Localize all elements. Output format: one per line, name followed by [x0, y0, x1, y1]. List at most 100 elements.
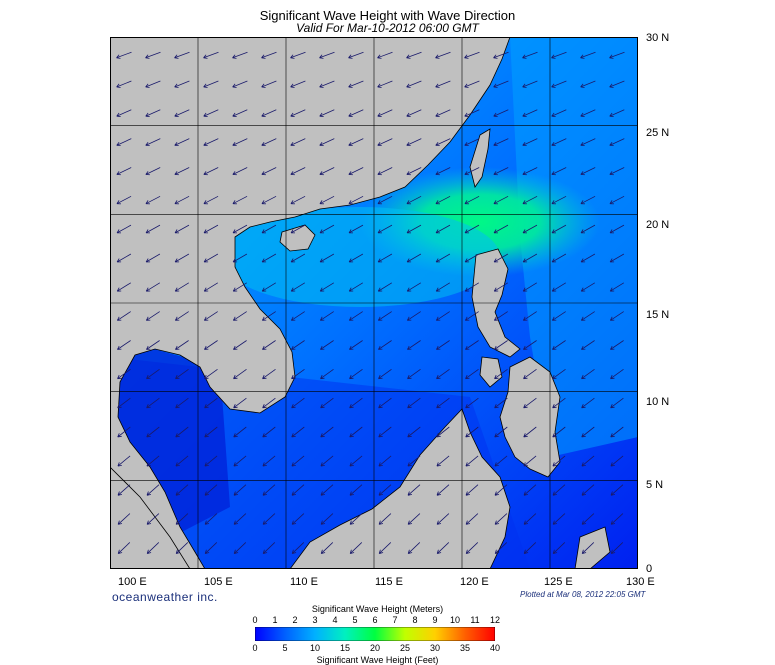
wave-arrow	[551, 253, 567, 263]
wave-arrow	[233, 542, 247, 554]
wave-arrow	[349, 426, 363, 438]
wave-arrow	[609, 253, 625, 263]
wave-arrow	[291, 426, 305, 438]
wave-arrow	[145, 167, 161, 176]
wave-arrow	[320, 513, 334, 525]
wave-arrow	[523, 397, 537, 409]
wave-arrow	[493, 195, 509, 205]
wave-arrow	[609, 167, 625, 176]
wave-arrow	[232, 138, 248, 146]
wave-arrow	[494, 542, 508, 554]
wave-arrow	[146, 397, 160, 409]
colorbar-feet-tick: 35	[459, 643, 470, 653]
lon-label-130e: 130 E	[626, 576, 655, 588]
wave-arrow	[610, 340, 624, 350]
colorbar-meter-tick: 4	[332, 615, 338, 625]
wave-arrow	[581, 397, 595, 409]
wave-arrow	[609, 51, 625, 59]
colorbar-meter-tick: 12	[489, 615, 500, 625]
wave-arrow	[493, 51, 509, 59]
wave-arrow	[522, 138, 538, 146]
wave-arrow	[407, 340, 421, 350]
wave-arrow	[581, 542, 595, 554]
wave-arrow	[320, 397, 334, 409]
wave-arrow	[146, 426, 160, 438]
wave-arrow	[262, 484, 276, 496]
wave-arrow	[609, 80, 625, 88]
wave-arrow	[145, 253, 161, 263]
wave-arrow	[261, 80, 277, 88]
wave-arrow	[523, 368, 537, 380]
wave-arrow	[436, 426, 450, 438]
wave-arrow	[203, 195, 219, 205]
wave-arrow	[436, 542, 450, 554]
wave-arrow	[320, 368, 334, 380]
wave-arrow	[465, 513, 479, 525]
wave-arrow	[609, 109, 625, 117]
wave-arrow	[406, 51, 422, 59]
wave-arrow	[174, 311, 189, 321]
wave-arrow	[464, 80, 480, 88]
wave-arrow	[291, 513, 305, 525]
wave-arrow	[203, 253, 219, 263]
lat-label-15n: 15 N	[646, 309, 670, 321]
wave-arrow	[377, 195, 393, 205]
colorbar-feet-tick: 0	[252, 643, 258, 653]
colorbar	[255, 627, 495, 641]
wave-arrow	[435, 138, 451, 146]
wave-arrow	[290, 253, 306, 263]
wave-arrow	[174, 138, 190, 146]
wave-arrow	[580, 51, 596, 59]
lat-label-5n: 5 N	[646, 479, 664, 491]
wave-arrow	[233, 368, 247, 380]
wave-arrow	[203, 51, 219, 59]
wave-arrow	[464, 224, 480, 234]
wave-arrow	[377, 311, 392, 321]
wave-arrow	[377, 80, 393, 88]
chart-title: Significant Wave Height with Wave Direct…	[259, 8, 516, 23]
wave-arrow	[377, 224, 393, 234]
wave-arrow	[175, 542, 189, 554]
wave-arrow	[436, 455, 450, 467]
wave-arrow	[116, 253, 132, 263]
wave-arrow	[493, 253, 509, 263]
wave-arrow	[232, 80, 248, 88]
wave-arrow	[145, 80, 161, 88]
wave-arrow	[435, 253, 451, 263]
wave-arrow	[232, 109, 248, 117]
wave-arrow	[493, 167, 509, 176]
wave-arrow	[145, 224, 161, 234]
wave-arrow	[522, 311, 537, 321]
wave-arrow	[435, 195, 451, 205]
wave-arrow	[406, 195, 422, 205]
wave-arrow	[377, 51, 393, 59]
colorbar-feet-tick: 10	[309, 643, 320, 653]
colorbar-feet-tick: 30	[429, 643, 440, 653]
colorbar-meter-tick: 6	[372, 615, 378, 625]
wave-arrow	[551, 138, 567, 146]
wave-arrow	[581, 513, 595, 525]
wave-arrow	[435, 282, 451, 292]
wave-arrow	[319, 282, 335, 292]
wave-arrow	[581, 426, 595, 438]
wave-arrow	[290, 167, 306, 176]
wave-arrow	[204, 484, 218, 496]
wave-arrow	[291, 397, 305, 409]
lon-label-110e: 110 E	[290, 576, 318, 588]
wave-arrow	[609, 282, 625, 292]
wave-arrow	[435, 224, 451, 234]
wave-arrow	[552, 426, 566, 438]
wave-arrow	[203, 311, 218, 321]
plotted-timestamp: Plotted at Mar 08, 2012 22:05 GMT	[520, 590, 646, 599]
wave-arrow	[407, 368, 421, 380]
wave-arrow	[349, 484, 363, 496]
wave-arrow	[349, 455, 363, 467]
wave-arrow	[349, 368, 363, 380]
wave-arrow	[552, 368, 566, 380]
wave-arrow	[348, 138, 364, 146]
wave-arrow	[581, 368, 595, 380]
wave-arrow	[175, 455, 189, 467]
wave-arrow	[522, 224, 538, 234]
wave-arrow	[204, 513, 218, 525]
wave-arrow	[580, 138, 596, 146]
